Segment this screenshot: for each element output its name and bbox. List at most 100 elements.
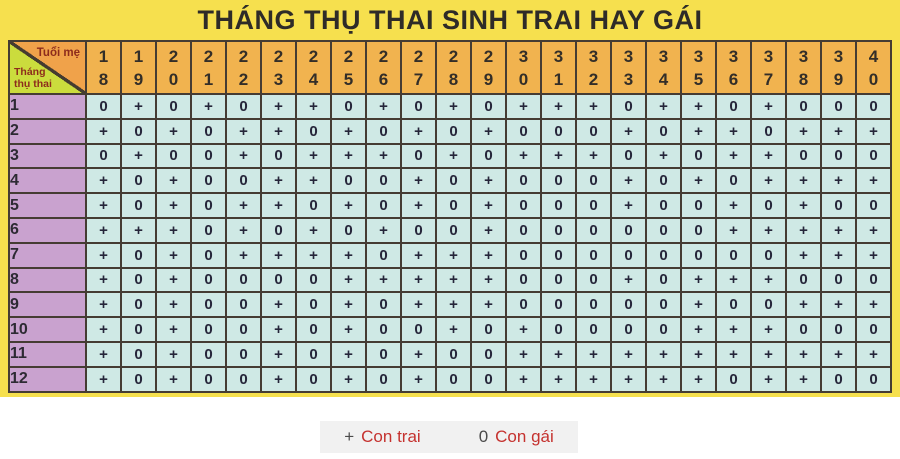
gender-cell-m10-a23: + bbox=[260, 316, 297, 343]
gender-cell-m8-a35: + bbox=[680, 266, 717, 294]
gender-cell-m9-a31: 0 bbox=[540, 291, 577, 319]
gender-cell-m4-a23: + bbox=[260, 167, 297, 195]
gender-cell-m12-a26: 0 bbox=[365, 365, 402, 393]
gender-cell-m8-a34: 0 bbox=[645, 266, 682, 294]
gender-cell-m7-a21: 0 bbox=[190, 241, 227, 269]
gender-cell-m8-a19: 0 bbox=[120, 266, 157, 294]
gender-cell-m10-a19: 0 bbox=[120, 316, 157, 343]
gender-cell-m9-a29: + bbox=[470, 291, 507, 319]
gender-cell-m1-a25: 0 bbox=[330, 93, 367, 120]
gender-cell-m3-a36: + bbox=[715, 142, 752, 170]
gender-cell-m9-a37: 0 bbox=[750, 291, 787, 319]
gender-cell-m3-a35: 0 bbox=[680, 142, 717, 170]
gender-cell-m3-a30: + bbox=[505, 142, 542, 170]
gender-cell-m11-a27: + bbox=[400, 340, 437, 368]
gender-cell-m10-a37: + bbox=[750, 316, 787, 343]
gender-cell-m12-a40: 0 bbox=[855, 365, 892, 393]
gender-cell-m8-a26: + bbox=[365, 266, 402, 294]
gender-cell-m5-a18: + bbox=[85, 192, 122, 219]
gender-cell-m11-a35: + bbox=[680, 340, 717, 368]
gender-cell-m9-a34: 0 bbox=[645, 291, 682, 319]
month-label-4: 4 bbox=[8, 167, 87, 195]
gender-cell-m10-a21: 0 bbox=[190, 316, 227, 343]
gender-cell-m11-a23: + bbox=[260, 340, 297, 368]
gender-cell-m4-a33: + bbox=[610, 167, 647, 195]
table-row-month-11: 11 +0 +0 0 +0 +0 +0 0 + + + + + + + + + + + bbox=[8, 340, 892, 368]
gender-cell-m3-a32: + bbox=[575, 142, 612, 170]
gender-cell-m1-a18: 0 bbox=[85, 93, 122, 120]
gender-cell-m5-a33: + bbox=[610, 192, 647, 219]
gender-cell-m5-a36: + bbox=[715, 192, 752, 219]
gender-cell-m7-a33: 0 bbox=[610, 241, 647, 269]
table-row-month-9: 9 +0 +0 0 +0 +0 + + +0 0 0 0 0 +0 0 + + + bbox=[8, 291, 892, 319]
gender-cell-m7-a29: + bbox=[470, 241, 507, 269]
gender-cell-m4-a28: 0 bbox=[435, 167, 472, 195]
gender-cell-m2-a33: + bbox=[610, 117, 647, 145]
gender-cell-m8-a24: 0 bbox=[295, 266, 332, 294]
gender-cell-m9-a22: 0 bbox=[225, 291, 262, 319]
gender-cell-m2-a31: 0 bbox=[540, 117, 577, 145]
gender-cell-m7-a24: + bbox=[295, 241, 332, 269]
gender-cell-m10-a38: 0 bbox=[785, 316, 822, 343]
gender-cell-m6-a25: 0 bbox=[330, 216, 367, 244]
gender-cell-m9-a39: + bbox=[820, 291, 857, 319]
gender-cell-m12-a32: + bbox=[575, 365, 612, 393]
gender-cell-m2-a40: + bbox=[855, 117, 892, 145]
gender-cell-m10-a27: 0 bbox=[400, 316, 437, 343]
legend-girl: 0 Con gái bbox=[479, 427, 554, 447]
gender-cell-m2-a39: + bbox=[820, 117, 857, 145]
gender-cell-m11-a28: 0 bbox=[435, 340, 472, 368]
gender-cell-m10-a30: + bbox=[505, 316, 542, 343]
gender-cell-m3-a29: 0 bbox=[470, 142, 507, 170]
gender-cell-m3-a20: 0 bbox=[155, 142, 192, 170]
gender-cell-m7-a39: + bbox=[820, 241, 857, 269]
gender-cell-m11-a38: + bbox=[785, 340, 822, 368]
page-title: THÁNG THỤ THAI SINH TRAI HAY GÁI bbox=[197, 5, 703, 35]
gender-cell-m1-a26: + bbox=[365, 93, 402, 120]
gender-cell-m2-a28: 0 bbox=[435, 117, 472, 145]
gender-cell-m8-a28: + bbox=[435, 266, 472, 294]
gender-cell-m4-a18: + bbox=[85, 167, 122, 195]
gender-cell-m5-a23: + bbox=[260, 192, 297, 219]
conception-month-label: Tháng thụ thai bbox=[14, 65, 52, 90]
gender-cell-m4-a40: + bbox=[855, 167, 892, 195]
gender-cell-m10-a40: 0 bbox=[855, 316, 892, 343]
gender-cell-m2-a32: 0 bbox=[575, 117, 612, 145]
gender-cell-m3-a33: 0 bbox=[610, 142, 647, 170]
table-row-month-1: 1 0 +0 +0 + +0 +0 +0 + + +0 + +0 +0 0 0 bbox=[8, 93, 892, 120]
gender-cell-m11-a24: 0 bbox=[295, 340, 332, 368]
gender-cell-m5-a26: 0 bbox=[365, 192, 402, 219]
gender-cell-m9-a20: + bbox=[155, 291, 192, 319]
gender-cell-m7-a30: 0 bbox=[505, 241, 542, 269]
gender-cell-m5-a22: + bbox=[225, 192, 262, 219]
gender-cell-m12-a22: 0 bbox=[225, 365, 262, 393]
gender-cell-m6-a19: + bbox=[120, 216, 157, 244]
gender-cell-m7-a28: + bbox=[435, 241, 472, 269]
gender-cell-m3-a26: + bbox=[365, 142, 402, 170]
gender-cell-m8-a20: + bbox=[155, 266, 192, 294]
gender-cell-m1-a31: + bbox=[540, 93, 577, 120]
gender-cell-m5-a34: 0 bbox=[645, 192, 682, 219]
gender-cell-m3-a22: + bbox=[225, 142, 262, 170]
gender-cell-m1-a36: 0 bbox=[715, 93, 752, 120]
gender-cell-m8-a23: 0 bbox=[260, 266, 297, 294]
month-label-5: 5 bbox=[8, 192, 87, 219]
gender-cell-m11-a36: + bbox=[715, 340, 752, 368]
gender-cell-m1-a21: + bbox=[190, 93, 227, 120]
gender-cell-m2-a30: 0 bbox=[505, 117, 542, 145]
month-label-9: 9 bbox=[8, 291, 87, 319]
gender-cell-m11-a26: 0 bbox=[365, 340, 402, 368]
gender-cell-m6-a30: 0 bbox=[505, 216, 542, 244]
gender-cell-m2-a20: + bbox=[155, 117, 192, 145]
gender-cell-m1-a39: 0 bbox=[820, 93, 857, 120]
gender-cell-m4-a19: 0 bbox=[120, 167, 157, 195]
gender-cell-m6-a32: 0 bbox=[575, 216, 612, 244]
gender-cell-m9-a25: + bbox=[330, 291, 367, 319]
gender-cell-m3-a19: + bbox=[120, 142, 157, 170]
gender-cell-m1-a38: 0 bbox=[785, 93, 822, 120]
gender-cell-m1-a33: 0 bbox=[610, 93, 647, 120]
